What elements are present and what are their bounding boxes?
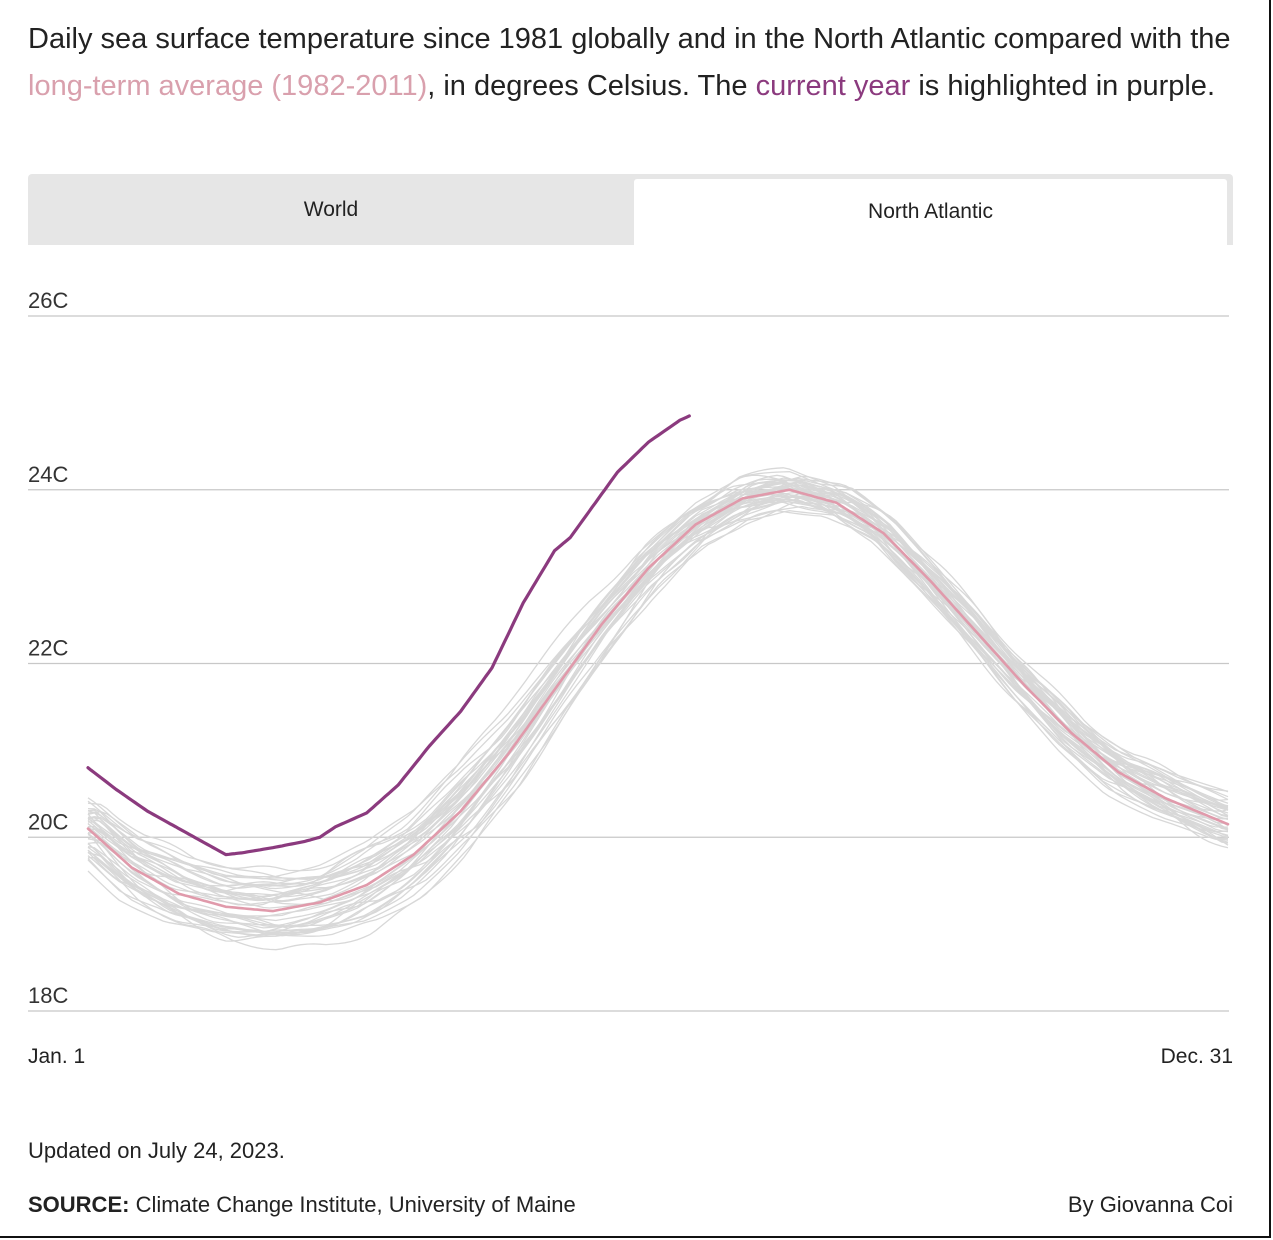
source-label: SOURCE: (28, 1192, 130, 1217)
average-label: long-term average (1982-2011) (28, 70, 428, 102)
y-tick-label: 20C (28, 809, 68, 834)
y-tick-label: 26C (28, 288, 68, 313)
byline: By Giovanna Coi (1067, 1192, 1233, 1217)
x-label-end: Dec. 31 (1161, 1045, 1233, 1068)
other-year-line (87, 487, 1229, 906)
intro-text-3: is highlighted in purple. (910, 70, 1215, 102)
other-year-line (87, 505, 1229, 937)
intro-text-1: Daily sea surface temperature since 1981… (28, 23, 1231, 55)
average-line (86, 488, 1230, 913)
other-year-line (87, 467, 1229, 887)
current-year-label: current year (755, 70, 911, 102)
other-year-line (87, 498, 1229, 938)
axis-labels: 26C 24C 22C 20C 18C Jan. 1 Dec. 31 (28, 288, 1233, 1068)
current-year-line (86, 414, 691, 857)
chart-description: Daily sea surface temperature since 1981… (28, 16, 1243, 110)
y-tick-label: 18C (28, 983, 68, 1008)
tab-world[interactable]: World (303, 197, 359, 221)
y-tick-label: 22C (28, 636, 68, 661)
source-credit: SOURCE: Climate Change Institute, Univer… (28, 1192, 576, 1218)
gridlines (28, 315, 1229, 1012)
other-year-line (87, 475, 1229, 895)
other-year-line (87, 491, 1229, 902)
other-years-lines (87, 467, 1229, 951)
other-year-line (87, 478, 1229, 872)
other-year-line (87, 495, 1229, 929)
other-year-line (87, 474, 1229, 880)
tab-north-atlantic[interactable]: North Atlantic (634, 179, 1227, 245)
other-year-line (87, 510, 1229, 933)
other-year-line (87, 474, 1229, 893)
other-year-line (87, 471, 1229, 878)
highlighted-series (86, 414, 1230, 913)
updated-note: Updated on July 24, 2023. (28, 1138, 285, 1163)
region-tabs: World North Atlantic (28, 174, 1233, 245)
intro-text-2: , in degrees Celsius. The (427, 70, 756, 102)
other-year-line (87, 478, 1229, 886)
other-year-line (87, 481, 1229, 902)
y-tick-label: 24C (28, 462, 68, 487)
other-year-line (87, 477, 1229, 880)
x-label-start: Jan. 1 (28, 1045, 85, 1068)
source-text: Climate Change Institute, University of … (129, 1192, 576, 1217)
temperature-chart: 26C 24C 22C 20C 18C Jan. 1 Dec. 31 (28, 288, 1233, 1068)
